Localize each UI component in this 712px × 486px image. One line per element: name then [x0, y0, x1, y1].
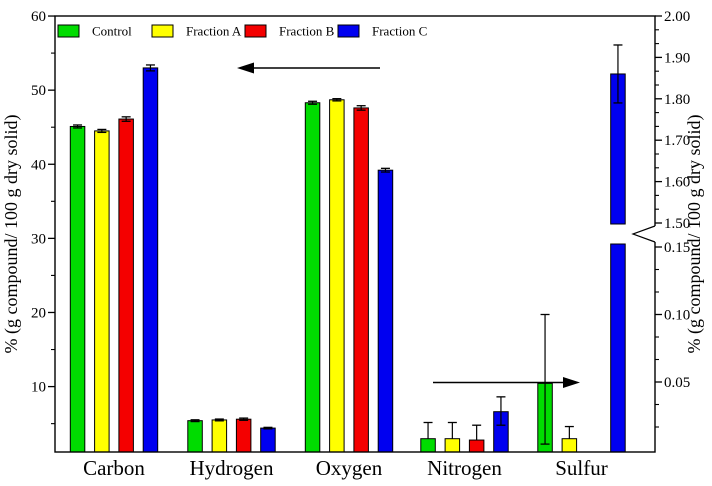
left-arrow-icon: [237, 62, 254, 74]
left-axis-tick-label: 10: [31, 380, 46, 396]
bar-fraction-b-hydrogen: [235, 418, 252, 453]
legend-swatch-fraction-a: [151, 24, 174, 38]
left-axis-tick-label: 50: [31, 83, 46, 99]
right-axis-tick-label: 1.60: [664, 175, 690, 191]
legend-swatch-control: [57, 24, 80, 38]
bar-fraction-a-hydrogen: [211, 419, 228, 453]
right-axis-tick-label: 0.10: [664, 308, 690, 324]
right-axis-tick-label: 1.90: [664, 50, 690, 66]
legend-label-fraction-c: Fraction C: [372, 24, 427, 39]
right-axis-tick-label: 0.05: [664, 375, 690, 391]
left-axis-title: % (g compound/ 100 g dry solid): [1, 115, 22, 354]
legend-swatch-fraction-c: [337, 24, 360, 38]
category-label-sulfur: Sulfur: [555, 456, 608, 480]
category-label-hydrogen: Hydrogen: [190, 456, 274, 480]
bar-control-nitrogen: [420, 438, 436, 453]
bar-control-carbon: [69, 125, 86, 453]
legend-swatch-fraction-b: [244, 24, 267, 38]
left-axis-tick-label: 60: [31, 9, 46, 25]
right-axis-tick-label: 1.50: [664, 216, 690, 232]
axis-break-icon: [631, 225, 656, 243]
bar-fraction-c-oxygen: [377, 169, 394, 453]
bar-fraction-a-nitrogen: [444, 438, 461, 453]
bar-control-oxygen: [304, 102, 321, 453]
category-label-nitrogen: Nitrogen: [427, 456, 502, 480]
bar-fraction-c-carbon: [142, 67, 159, 453]
bar-fraction-a-sulfur: [561, 438, 578, 453]
bar-fraction-b-oxygen: [353, 107, 369, 453]
category-label-oxygen: Oxygen: [316, 456, 383, 480]
right-arrow-icon: [563, 377, 580, 388]
legend-label-fraction-a: Fraction A: [186, 24, 242, 39]
legend-label-fraction-b: Fraction B: [279, 24, 335, 39]
category-label-carbon: Carbon: [83, 456, 145, 480]
bar-fraction-b-carbon: [118, 118, 134, 453]
left-axis-tick-label: 30: [31, 231, 46, 247]
bar-control-hydrogen: [187, 420, 203, 453]
right-axis-tick-label: 2.00: [664, 9, 690, 25]
bar-fraction-c-hydrogen: [260, 427, 276, 453]
legend-label-control: Control: [92, 24, 132, 39]
bar-fraction-c-sulfur-lower-segment: [610, 243, 626, 453]
left-axis-tick-label: 40: [31, 157, 46, 173]
bar-fraction-a-oxygen: [329, 99, 345, 453]
left-axis-tick-label: 20: [31, 305, 46, 321]
right-axis-tick-label: 1.80: [664, 92, 690, 108]
bar-fraction-b-nitrogen: [468, 439, 485, 453]
bar-fraction-a-carbon: [94, 130, 110, 453]
right-axis-title: % (g compound/ 100 g dry solid): [684, 115, 705, 354]
axis-break-mask: [652, 226, 658, 242]
right-axis-tick-label: 0.15: [664, 240, 690, 256]
right-axis-tick-label: 1.70: [664, 133, 690, 149]
